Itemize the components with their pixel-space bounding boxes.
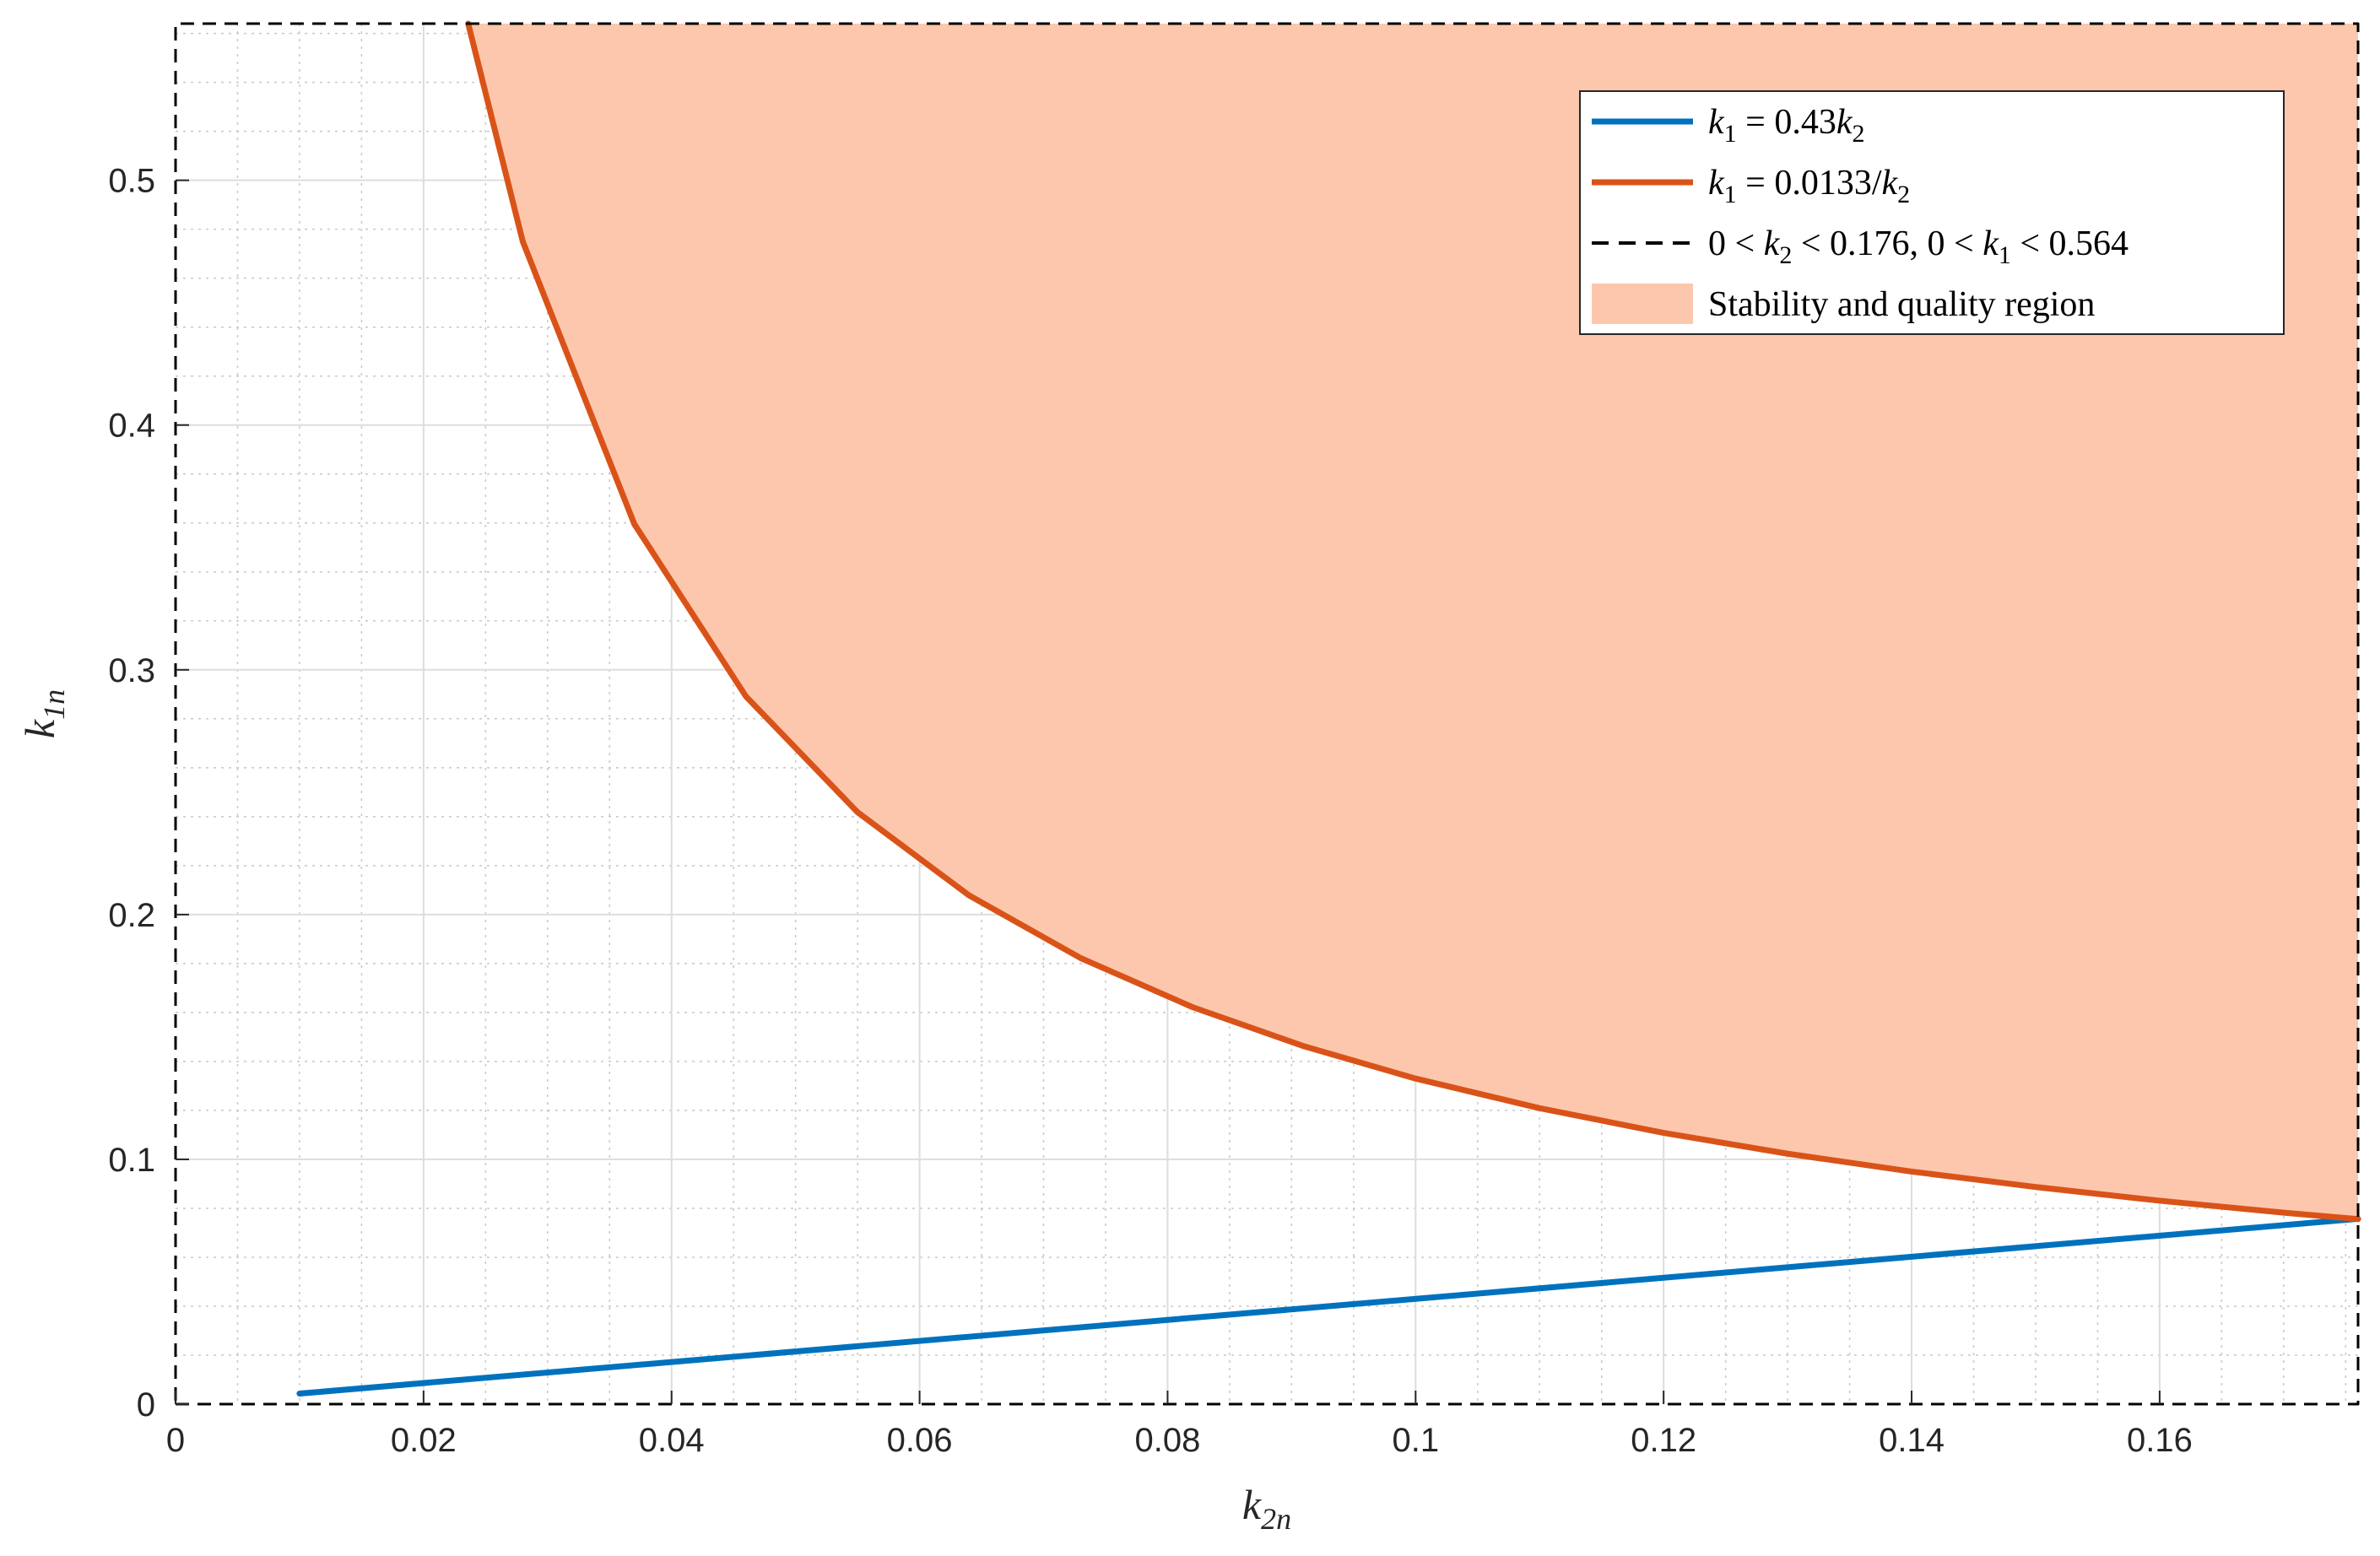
- x-tick-label: 0: [166, 1422, 185, 1459]
- series-bounds-box: [174, 22, 2360, 1406]
- x-tick-label: 0.12: [1631, 1422, 1696, 1459]
- x-tick-label: 0.02: [391, 1422, 457, 1459]
- series-hyperbola-line: [465, 20, 2361, 1223]
- x-tick-label: 0.14: [1879, 1422, 1945, 1459]
- legend-key-region: [1592, 284, 1693, 324]
- x-tick-label: 0.04: [639, 1422, 705, 1459]
- legend-label-orange: k1 = 0.0133/k2: [1708, 164, 1910, 208]
- y-tick-label: 0.3: [108, 652, 155, 689]
- legend-box: [1579, 90, 2285, 335]
- x-axis-label: k2n: [1242, 1481, 1291, 1536]
- axis-labels-layer: k2n k1n: [16, 689, 1291, 1536]
- y-tick-label: 0.2: [108, 897, 155, 934]
- series-linear-line: [296, 1215, 2361, 1397]
- axes-layer: [175, 179, 2161, 1405]
- legend: k1 = 0.43k2 k1 = 0.0133/k2 0 < k2 < 0.176,…: [1579, 90, 2285, 335]
- ticks-layer: 0 0.02 0.04 0.06 0.08 0.1 0.12 0.14 0.16 0 0.1 0.2 0…: [108, 163, 2192, 1459]
- x-tick-label: 0.06: [887, 1422, 953, 1459]
- y-tick-label: 0.4: [108, 408, 155, 445]
- y-tick-label: 0: [137, 1386, 155, 1424]
- x-tick-label: 0.16: [2127, 1422, 2193, 1459]
- y-tick-label: 0.5: [108, 163, 155, 200]
- series-layer: [174, 20, 2361, 1406]
- y-axis-label: k1n: [16, 689, 71, 738]
- legend-label-dashed: 0 < k2 < 0.176, 0 < k1 < 0.564: [1708, 224, 2128, 269]
- x-tick-label: 0.08: [1135, 1422, 1201, 1459]
- legend-label-blue: k1 = 0.43k2: [1708, 103, 1865, 148]
- x-tick-label: 0.1: [1393, 1422, 1440, 1459]
- y-tick-label: 0.1: [108, 1142, 155, 1179]
- legend-label-patch: Stability and quality region: [1708, 285, 2095, 324]
